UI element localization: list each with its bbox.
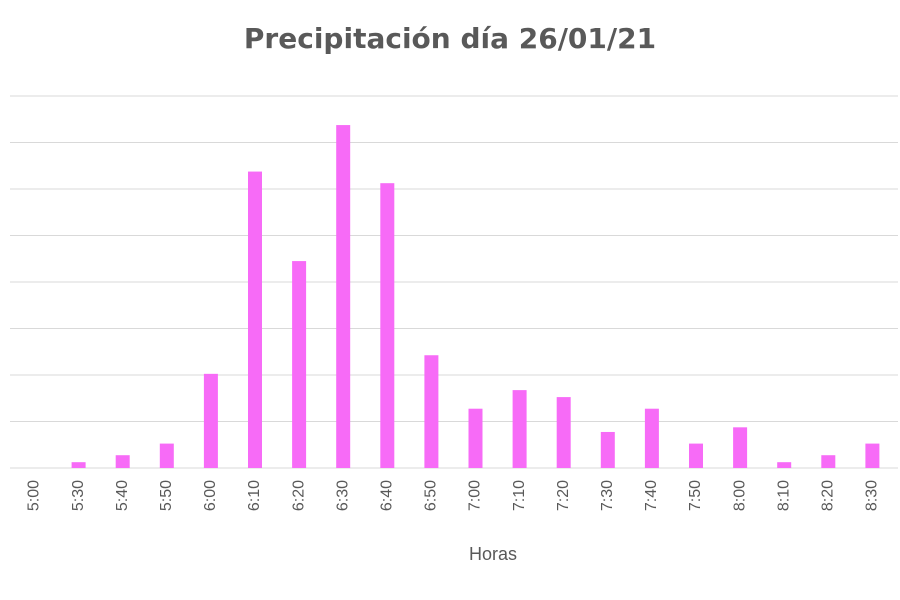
bar-8-20: [821, 455, 836, 468]
x-tick-label: 7:20: [555, 480, 572, 511]
x-tick-label: 5:50: [158, 480, 175, 511]
chart-title: Precipitación día 26/01/21: [243, 22, 657, 55]
x-tick-label: 6:40: [379, 480, 396, 511]
bar-6-20: [292, 261, 307, 468]
x-axis-label: Horas: [469, 544, 517, 564]
bar-6-30: [336, 125, 351, 468]
bar-7-00: [468, 408, 483, 468]
x-tick-label: 6:50: [423, 480, 440, 511]
bar-6-40: [380, 183, 395, 468]
bar-8-10: [777, 462, 792, 468]
x-tick-labels: 5:00 5:30 5:40 5:50 6:00 6:10 6:20 6:30 6:40 6:50…: [26, 480, 881, 511]
x-tick-label: 5:30: [70, 480, 87, 511]
x-tick-label: 8:10: [775, 480, 792, 511]
bar-5-50: [159, 443, 174, 468]
x-tick-label: 5:40: [114, 480, 131, 511]
x-tick-label: 6:10: [246, 480, 263, 511]
bar-6-50: [424, 355, 439, 468]
bar-7-10: [512, 390, 527, 468]
bar-7-20: [556, 397, 571, 468]
x-tick-label: 6:30: [334, 480, 351, 511]
x-tick-label: 6:20: [290, 480, 307, 511]
bar-5-30: [71, 462, 86, 468]
bars: [71, 125, 880, 468]
x-tick-label: 7:10: [511, 480, 528, 511]
x-tick-label: 8:00: [731, 480, 748, 511]
x-tick-label: 6:00: [202, 480, 219, 511]
bar-7-40: [644, 408, 659, 468]
gridlines: [10, 95, 898, 469]
x-tick-label: 7:50: [687, 480, 704, 511]
bar-5-40: [115, 455, 130, 468]
bar-6-00: [203, 373, 218, 468]
x-tick-label: 8:30: [864, 480, 881, 511]
x-tick-label: 8:20: [820, 480, 837, 511]
bar-7-50: [689, 443, 703, 468]
x-tick-label: 7:00: [467, 480, 484, 511]
bar-8-30: [865, 443, 880, 468]
x-tick-label: 5:00: [26, 480, 43, 511]
x-tick-label: 7:30: [599, 480, 616, 511]
bar-7-30: [600, 431, 615, 468]
bar-8-00: [733, 427, 748, 468]
x-tick-label: 7:40: [643, 480, 660, 511]
bar-6-10: [248, 171, 262, 468]
